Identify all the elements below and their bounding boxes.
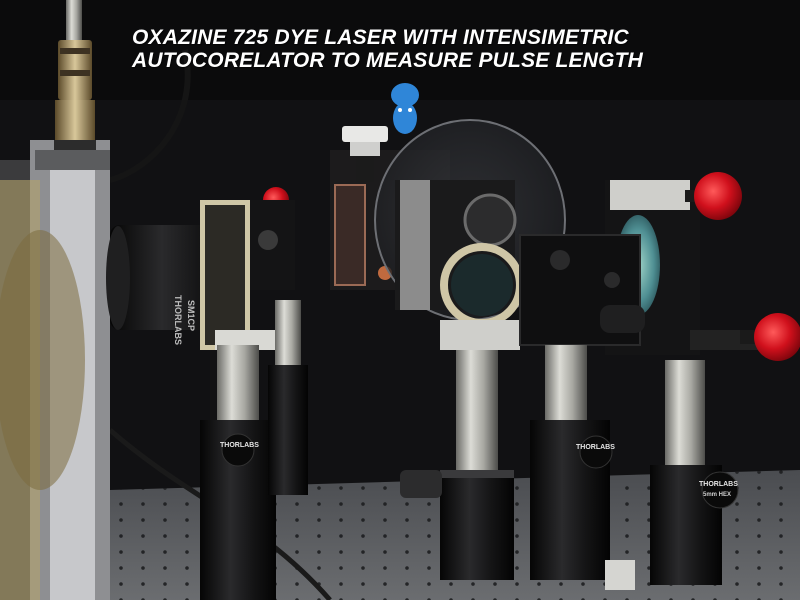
svg-text:THORLABS: THORLABS — [220, 442, 259, 449]
red-adjuster-knob-bottom — [740, 313, 800, 361]
left-bracket-mount — [250, 200, 295, 290]
svg-text:THORLABS: THORLABS — [576, 444, 615, 451]
rear-left-post — [268, 300, 308, 495]
lens-tube: THORLABS SM1CP — [106, 200, 275, 350]
post-holder-label-center: THORLABS — [576, 435, 615, 469]
bnc-connector — [54, 0, 96, 150]
tube-label-part: SM1CP — [186, 300, 196, 331]
caption-line-2: AUTOCORELATOR TO MEASURE PULSE LENGTH — [132, 49, 644, 72]
mirror-mount-right — [519, 180, 760, 355]
red-adjuster-knob-top — [685, 172, 742, 220]
tube-fitting — [342, 126, 388, 182]
table-screw — [605, 560, 635, 590]
mirror-mount-center — [395, 180, 524, 350]
thumbscrew — [400, 470, 442, 498]
svg-text:5mm HEX: 5mm HEX — [703, 492, 731, 498]
photo-caption: OXAZINE 725 DYE LASER WITH INTENSIMETRIC… — [132, 26, 643, 72]
caption-line-1: OXAZINE 725 DYE LASER WITH INTENSIMETRIC — [132, 26, 629, 49]
tube-label-brand: THORLABS — [173, 295, 183, 345]
center-post — [440, 340, 514, 580]
svg-text:THORLABS: THORLABS — [699, 481, 738, 488]
post-holder-label-left: THORLABS — [220, 433, 259, 467]
post-holder-label-right: THORLABS 5mm HEX — [699, 471, 739, 509]
figurine — [391, 83, 419, 134]
